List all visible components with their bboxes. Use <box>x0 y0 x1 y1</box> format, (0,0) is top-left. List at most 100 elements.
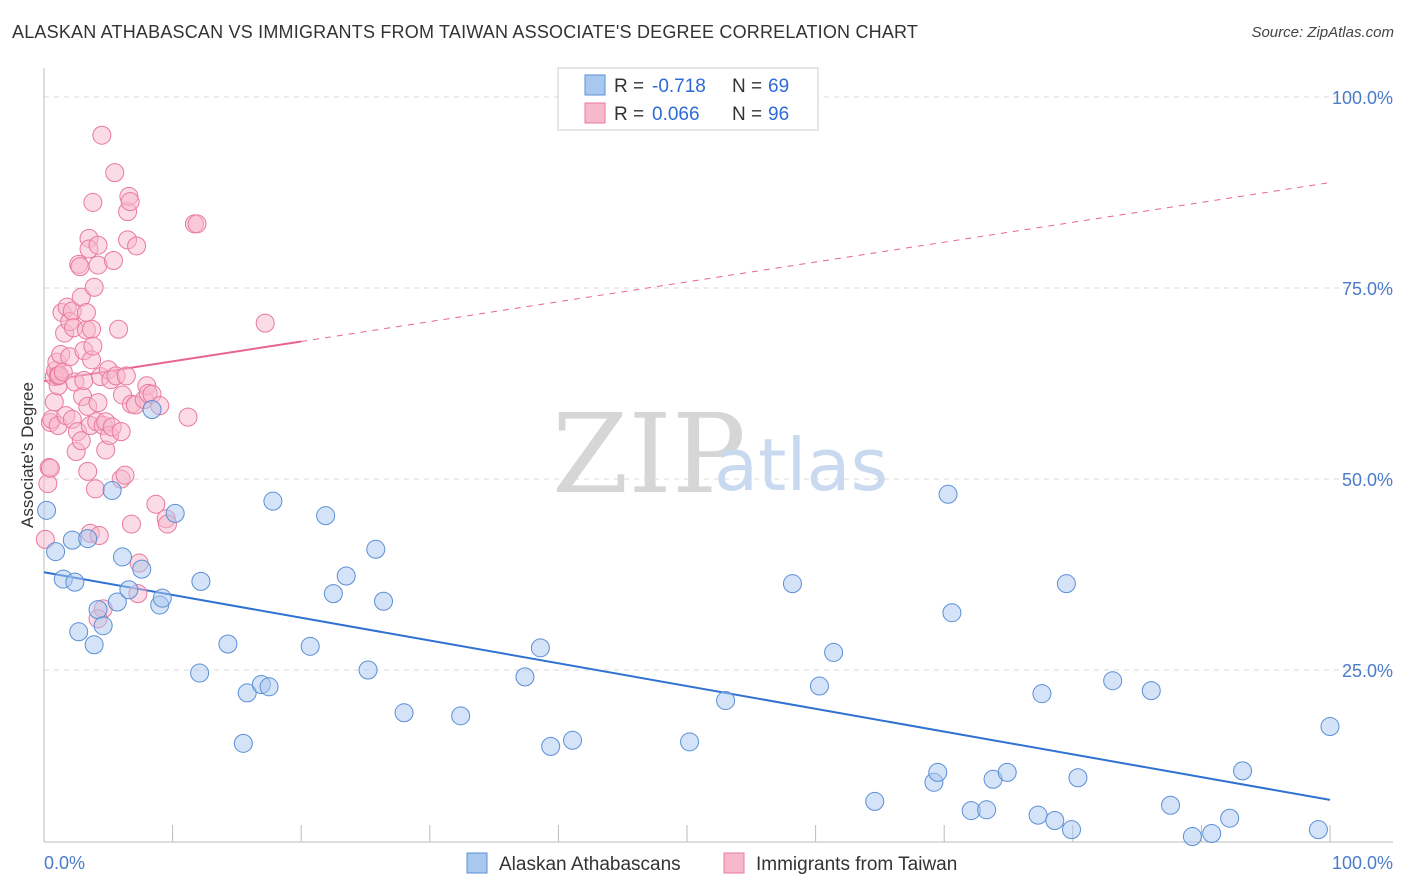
scatter-point-athabascan <box>1308 820 1328 840</box>
scatter-point-taiwan <box>127 236 147 256</box>
scatter-point-athabascan <box>233 733 253 753</box>
scatter-point-taiwan <box>178 407 198 427</box>
scatter-point-athabascan <box>112 547 132 567</box>
scatter-point-taiwan <box>115 465 135 485</box>
chart-title: ALASKAN ATHABASCAN VS IMMIGRANTS FROM TA… <box>12 22 919 42</box>
scatter-point-taiwan <box>70 257 90 277</box>
scatter-point-athabascan <box>1202 823 1222 843</box>
bottom-legend: Alaskan Athabascans Immigrants from Taiw… <box>466 852 957 875</box>
legend-swatch-blue <box>584 74 606 96</box>
chart-source: Source: ZipAtlas.com <box>1251 24 1394 41</box>
scatter-point-athabascan <box>1062 820 1082 840</box>
legend-r-value: 0.066 <box>652 104 700 125</box>
gridlines <box>44 96 1393 671</box>
scatter-point-athabascan <box>190 663 210 683</box>
scatter-point-taiwan <box>76 302 96 322</box>
bottom-legend-swatch-blue <box>466 852 488 874</box>
scatter-point-athabascan <box>88 600 108 620</box>
bottom-legend-label-pink: Immigrants from Taiwan <box>756 854 957 875</box>
y-tick-label: 50.0% <box>1342 470 1393 490</box>
scatter-point-taiwan <box>121 514 141 534</box>
legend-swatch-pink <box>584 102 606 124</box>
scatter-point-athabascan <box>928 762 948 782</box>
scatter-point-athabascan <box>394 703 414 723</box>
scatter-points <box>35 125 1340 847</box>
scatter-point-athabascan <box>237 683 257 703</box>
scatter-point-athabascan <box>78 529 98 549</box>
scatter-point-athabascan <box>451 706 471 726</box>
watermark-zip: ZIP <box>552 390 746 518</box>
scatter-point-taiwan <box>74 370 94 390</box>
scatter-point-athabascan <box>218 634 238 654</box>
scatter-point-athabascan <box>942 603 962 623</box>
scatter-point-taiwan <box>40 458 60 478</box>
y-axis-label: Associate's Degree <box>18 382 37 528</box>
scatter-point-athabascan <box>680 732 700 752</box>
scatter-point-athabascan <box>366 539 386 559</box>
scatter-point-taiwan <box>88 393 108 413</box>
scatter-point-athabascan <box>1320 717 1340 737</box>
scatter-point-taiwan <box>103 250 123 270</box>
scatter-point-athabascan <box>102 480 122 500</box>
scatter-point-athabascan <box>782 574 802 594</box>
scatter-point-athabascan <box>824 642 844 662</box>
scatter-point-athabascan <box>336 566 356 586</box>
scatter-point-athabascan <box>37 500 57 520</box>
scatter-point-athabascan <box>358 660 378 680</box>
scatter-point-athabascan <box>142 399 162 419</box>
scatter-point-taiwan <box>187 214 207 234</box>
legend-n-label: N = <box>732 76 762 97</box>
scatter-point-taiwan <box>109 319 129 339</box>
bottom-legend-label-blue: Alaskan Athabascans <box>499 854 681 875</box>
scatter-point-taiwan <box>146 494 166 514</box>
scatter-point-taiwan <box>111 422 131 442</box>
scatter-point-athabascan <box>938 484 958 504</box>
x-tick-label-max: 100.0% <box>1332 853 1393 873</box>
scatter-point-athabascan <box>46 542 66 562</box>
axes <box>43 68 1393 843</box>
scatter-point-athabascan <box>541 736 561 756</box>
y-tick-label: 75.0% <box>1342 279 1393 299</box>
scatter-point-athabascan <box>374 591 394 611</box>
scatter-point-taiwan <box>71 431 91 451</box>
scatter-point-athabascan <box>84 635 104 655</box>
scatter-point-taiwan <box>255 313 275 333</box>
scatter-point-taiwan <box>83 336 103 356</box>
scatter-point-athabascan <box>1056 574 1076 594</box>
scatter-point-athabascan <box>316 506 336 526</box>
legend-r-value: -0.718 <box>652 76 706 97</box>
scatter-point-athabascan <box>191 571 211 591</box>
scatter-point-athabascan <box>977 800 997 820</box>
legend-n-value: 96 <box>768 104 789 125</box>
scatter-point-athabascan <box>530 638 550 658</box>
scatter-point-taiwan <box>105 163 125 183</box>
scatter-point-athabascan <box>93 616 113 636</box>
legend-r-label: R = <box>614 76 644 97</box>
scatter-point-athabascan <box>107 592 127 612</box>
trend-line-extension <box>301 182 1331 342</box>
legend-r-label: R = <box>614 104 644 125</box>
scatter-point-taiwan <box>120 192 140 212</box>
scatter-point-taiwan <box>88 235 108 255</box>
x-ticks <box>43 825 1331 842</box>
scatter-point-athabascan <box>1141 681 1161 701</box>
scatter-point-athabascan <box>1045 811 1065 831</box>
scatter-point-athabascan <box>300 636 320 656</box>
scatter-point-athabascan <box>259 677 279 697</box>
scatter-point-athabascan <box>263 491 283 511</box>
x-tick-label-min: 0.0% <box>44 853 85 873</box>
legend-n-value: 69 <box>768 76 789 97</box>
scatter-point-athabascan <box>65 572 85 592</box>
trend-line-blue <box>43 571 1331 801</box>
scatter-point-taiwan <box>85 479 105 499</box>
scatter-point-athabascan <box>132 559 152 579</box>
legend-n-label: N = <box>732 104 762 125</box>
scatter-point-taiwan <box>78 461 98 481</box>
scatter-point-taiwan <box>84 277 104 297</box>
y-tick-label: 25.0% <box>1342 661 1393 681</box>
scatter-point-athabascan <box>1032 684 1052 704</box>
scatter-point-athabascan <box>323 584 343 604</box>
scatter-point-athabascan <box>809 676 829 696</box>
scatter-point-athabascan <box>1103 671 1123 691</box>
